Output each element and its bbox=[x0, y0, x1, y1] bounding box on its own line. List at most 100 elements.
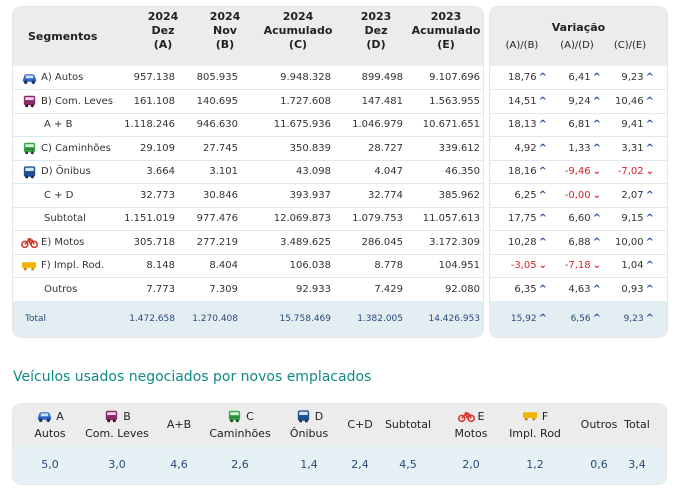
used-col-header: Outros bbox=[577, 404, 622, 446]
used-value-cell: 3,4 bbox=[628, 458, 646, 471]
segment-label: A + B bbox=[44, 119, 73, 130]
bus-icon bbox=[21, 165, 38, 179]
value-cell: 286.045 bbox=[361, 236, 403, 248]
variation-cell: 9,41 ^ bbox=[621, 113, 654, 136]
value-cell: 9.948.328 bbox=[280, 72, 331, 83]
used-col-header: A Autos bbox=[25, 404, 75, 446]
variation-value: 9,24 bbox=[568, 95, 591, 107]
used-col-name: Total bbox=[624, 418, 650, 431]
variation-value: -7,18 bbox=[564, 260, 591, 271]
value-cell: 30.846 bbox=[203, 189, 238, 201]
arrow-up-icon: ^ bbox=[645, 142, 654, 154]
column-header-year: 2023 bbox=[430, 10, 462, 23]
used-vehicles-title: Veículos usados negociados por novos emp… bbox=[13, 369, 372, 385]
column-header-0: 2024 Dez (A) bbox=[123, 10, 203, 52]
segment-label: Subtotal bbox=[44, 213, 86, 224]
used-value-cell: 5,0 bbox=[41, 458, 59, 471]
value-cell: 1.118.246 bbox=[124, 119, 175, 130]
used-col-name: Subtotal bbox=[384, 418, 432, 431]
variation-value: 10,28 bbox=[507, 236, 537, 248]
used-col-header: C Caminhões bbox=[205, 404, 275, 446]
variation-value: 6,88 bbox=[568, 236, 591, 248]
segment-cell: E) Motos bbox=[20, 231, 84, 254]
value-cell: 1.151.019 bbox=[124, 213, 175, 224]
value-cell: 3.664 bbox=[146, 166, 175, 177]
value-cell: 27.745 bbox=[203, 142, 238, 154]
used-col-header: D Ônibus bbox=[284, 404, 334, 446]
value-cell: 12.069.873 bbox=[273, 213, 331, 224]
used-col-name: Caminhões bbox=[209, 427, 271, 440]
value-cell: 161.108 bbox=[133, 95, 175, 107]
table-row: A + B 1.118.246 946.630 11.675.936 1.046.979… bbox=[13, 113, 483, 137]
variation-row: 6,35 ^ 4,63 ^ 0,93 ^ bbox=[490, 278, 667, 302]
variation-value: 6,81 bbox=[568, 119, 591, 130]
variation-cell: 6,60 ^ bbox=[568, 207, 601, 230]
variation-value: 4,63 bbox=[568, 283, 591, 295]
variation-cell: 1,04 ^ bbox=[621, 254, 654, 277]
column-header-key: (C) bbox=[288, 38, 308, 51]
variation-value: -9,46 bbox=[564, 166, 591, 177]
used-col-header: F Impl. Rod bbox=[505, 404, 565, 446]
motorcycle-icon bbox=[20, 235, 39, 249]
value-cell: 7.309 bbox=[209, 283, 238, 295]
variation-value: 9,23 bbox=[621, 72, 644, 83]
value-cell: 393.937 bbox=[289, 189, 331, 201]
table-row: F) Impl. Rod. 8.148 8.404 106.038 8.778 104.9… bbox=[13, 254, 483, 278]
total-value-cell: 14.426.953 bbox=[428, 314, 480, 324]
used-col-header: A+B bbox=[159, 404, 199, 446]
value-cell: 305.718 bbox=[133, 236, 175, 248]
value-cell: 8.404 bbox=[209, 260, 238, 271]
car-icon bbox=[21, 71, 38, 85]
value-cell: 977.476 bbox=[196, 213, 238, 224]
variation-value: 6,25 bbox=[514, 189, 537, 201]
used-col-letter: A bbox=[56, 409, 64, 423]
variation-col-header: (C)/(E) bbox=[613, 40, 647, 51]
used-col-name: Com. Leves bbox=[85, 427, 149, 440]
variation-value: 14,51 bbox=[507, 95, 537, 107]
variation-cell: 1,33 ^ bbox=[568, 137, 601, 160]
used-col-top: C bbox=[205, 408, 275, 424]
used-col-letter: D bbox=[314, 409, 324, 423]
variation-cell: 6,81 ^ bbox=[568, 113, 601, 136]
arrow-up-icon: ^ bbox=[592, 119, 601, 130]
truck-icon bbox=[21, 141, 38, 155]
value-cell: 385.962 bbox=[438, 189, 480, 201]
arrow-up-icon: ^ bbox=[592, 72, 601, 83]
truck-icon bbox=[226, 409, 243, 423]
variation-value: 9,41 bbox=[621, 119, 644, 130]
used-col-letter: F bbox=[541, 409, 549, 423]
value-cell: 140.695 bbox=[196, 95, 238, 107]
segment-cell: C + D bbox=[21, 184, 73, 207]
used-col-top: B bbox=[77, 408, 157, 424]
used-col-name: Ônibus bbox=[289, 427, 329, 440]
variation-value: 6,56 bbox=[570, 314, 591, 324]
value-cell: 10.671.651 bbox=[422, 119, 480, 130]
used-value-cell: 4,6 bbox=[170, 458, 188, 471]
column-header-year: 2024 bbox=[147, 10, 179, 23]
value-cell: 32.773 bbox=[140, 189, 175, 201]
value-cell: 92.080 bbox=[445, 283, 480, 295]
segment-label: B) Com. Leves bbox=[41, 95, 113, 107]
variation-cell: 9,23 ^ bbox=[621, 66, 654, 89]
segment-label: C) Caminhões bbox=[41, 142, 111, 154]
variation-cell: 15,92 ^ bbox=[511, 301, 547, 337]
variation-title: Variação bbox=[551, 21, 606, 34]
used-col-name: Impl. Rod bbox=[509, 427, 561, 440]
total-value-cell: 1.270.408 bbox=[192, 314, 238, 324]
arrow-up-icon: ^ bbox=[538, 166, 547, 177]
variation-value: 3,31 bbox=[621, 142, 644, 154]
variation-row: 14,51 ^ 9,24 ^ 10,46 ^ bbox=[490, 90, 667, 114]
segment-cell: C) Caminhões bbox=[21, 137, 111, 160]
value-cell: 957.138 bbox=[133, 72, 175, 83]
used-col-top: D bbox=[284, 408, 334, 424]
variation-total-row: 15,92 ^ 6,56 ^ 9,23 ^ bbox=[490, 301, 667, 337]
value-cell: 1.079.753 bbox=[352, 213, 403, 224]
used-value-cell: 4,5 bbox=[399, 458, 417, 471]
variation-cell: 6,35 ^ bbox=[514, 278, 547, 301]
value-cell: 9.107.696 bbox=[429, 72, 480, 83]
variation-cell: 18,76 ^ bbox=[508, 66, 547, 89]
trailer-icon bbox=[522, 409, 539, 423]
variation-value: 10,46 bbox=[614, 95, 644, 107]
value-cell: 277.219 bbox=[196, 236, 238, 248]
variation-row: 10,28 ^ 6,88 ^ 10,00 ^ bbox=[490, 231, 667, 255]
